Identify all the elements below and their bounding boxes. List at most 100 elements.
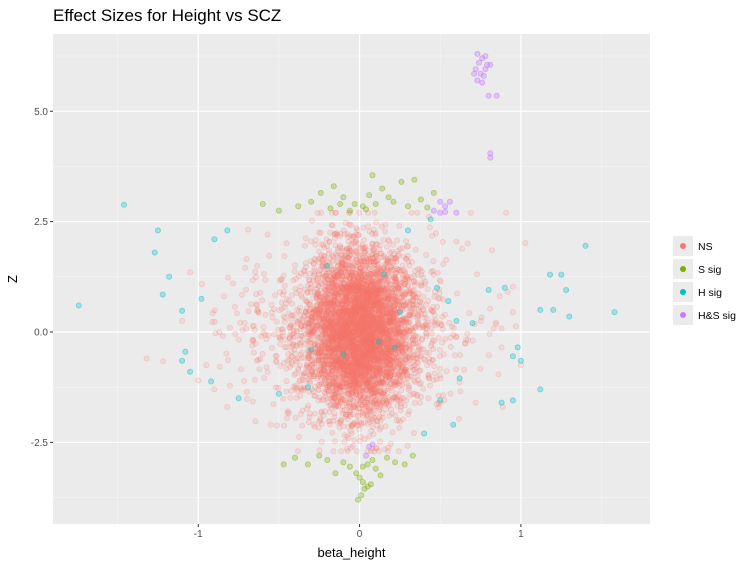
data-point <box>361 271 368 278</box>
data-point <box>358 311 365 318</box>
data-point <box>354 305 361 312</box>
data-point <box>396 339 403 346</box>
data-point <box>443 256 450 263</box>
data-point <box>398 394 405 401</box>
data-point <box>376 334 383 341</box>
data-point <box>336 352 343 359</box>
data-point <box>391 371 398 378</box>
data-point <box>343 293 350 300</box>
data-point <box>297 304 304 311</box>
data-point <box>383 313 390 320</box>
data-point <box>394 338 401 345</box>
data-point <box>362 243 369 250</box>
data-point <box>340 306 347 313</box>
data-point <box>298 386 305 393</box>
data-point <box>290 383 297 390</box>
data-point <box>360 347 367 354</box>
data-point <box>340 423 347 430</box>
data-point <box>418 268 425 275</box>
data-point <box>376 283 383 290</box>
data-point <box>435 286 442 293</box>
data-point <box>339 304 346 311</box>
data-point <box>401 267 408 274</box>
data-point <box>359 352 366 359</box>
data-point <box>374 269 381 276</box>
data-point <box>383 260 390 267</box>
data-point <box>226 382 233 389</box>
data-point <box>386 331 393 338</box>
data-point <box>321 329 328 336</box>
data-point <box>498 325 505 332</box>
data-point <box>260 323 267 330</box>
data-point <box>375 301 382 308</box>
data-point <box>354 308 361 315</box>
data-point <box>377 266 384 273</box>
data-point <box>347 327 354 334</box>
data-point <box>277 341 284 348</box>
data-point <box>269 314 276 321</box>
data-point <box>342 331 349 338</box>
data-point <box>389 266 396 273</box>
data-point <box>326 344 333 351</box>
data-point <box>339 301 346 308</box>
data-point <box>305 418 312 425</box>
data-point <box>406 319 413 326</box>
data-point <box>363 307 370 314</box>
data-point <box>363 348 370 355</box>
data-point <box>338 360 345 367</box>
data-point <box>368 270 375 277</box>
data-point <box>391 318 398 325</box>
data-point <box>334 325 341 332</box>
data-point <box>373 342 380 349</box>
data-point <box>331 438 338 445</box>
data-point <box>216 329 223 336</box>
data-point <box>325 418 332 425</box>
data-point <box>386 309 393 316</box>
data-point <box>397 328 404 335</box>
data-point <box>345 247 352 254</box>
data-point <box>252 418 259 425</box>
data-point <box>310 421 317 428</box>
data-point <box>357 334 364 341</box>
data-point <box>342 262 349 269</box>
data-point <box>411 355 418 362</box>
data-point <box>241 319 248 326</box>
data-point <box>370 250 377 257</box>
data-point <box>232 330 239 337</box>
data-point <box>375 379 382 386</box>
data-point <box>368 328 375 335</box>
data-point <box>387 356 394 363</box>
data-point <box>332 382 339 389</box>
data-point <box>349 283 356 290</box>
data-point <box>320 372 327 379</box>
data-point <box>315 270 322 277</box>
data-point <box>331 395 338 402</box>
data-point <box>365 316 372 323</box>
data-point <box>243 395 250 402</box>
data-point <box>223 350 230 357</box>
data-point <box>405 290 412 297</box>
data-point <box>329 361 336 368</box>
data-point <box>349 328 356 335</box>
data-point <box>272 353 279 360</box>
data-point <box>370 310 377 317</box>
data-point <box>344 371 351 378</box>
data-point <box>349 283 356 290</box>
data-point <box>379 326 386 333</box>
data-point <box>365 264 372 271</box>
data-point <box>407 290 414 297</box>
data-point <box>347 222 354 229</box>
data-point <box>322 345 329 352</box>
data-point <box>285 410 292 417</box>
data-point <box>383 364 390 371</box>
data-point <box>395 417 402 424</box>
series-ns <box>143 209 529 455</box>
data-point <box>379 317 386 324</box>
data-point <box>396 382 403 389</box>
data-point <box>359 315 366 322</box>
data-point <box>342 323 349 330</box>
data-point <box>273 318 280 325</box>
data-point <box>384 310 391 317</box>
data-point <box>395 322 402 329</box>
